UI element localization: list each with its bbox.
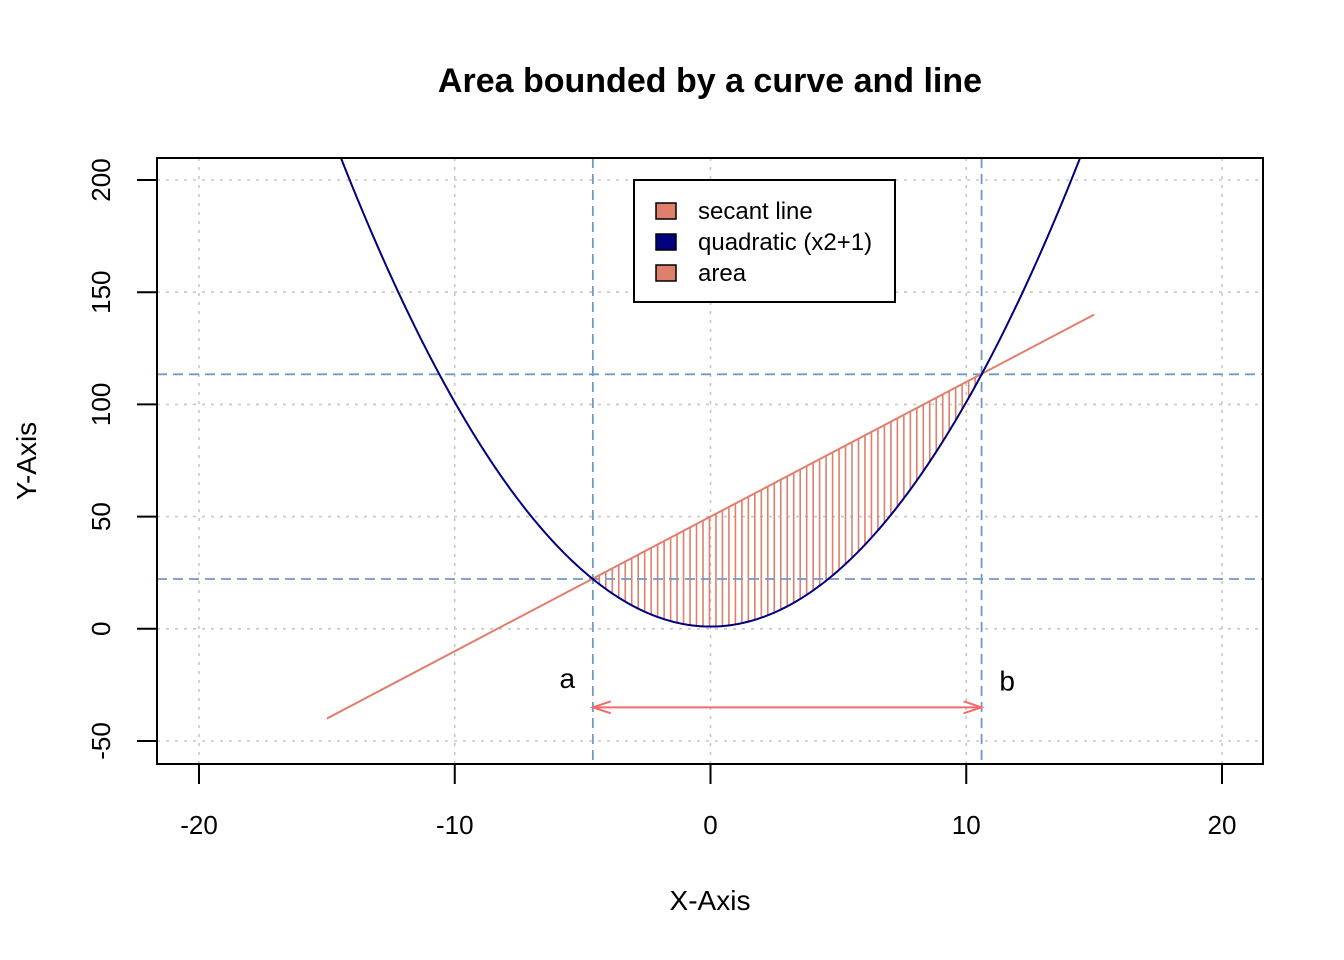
y-tick-label-3: 100	[86, 383, 116, 426]
x-tick-label-4: 20	[1208, 810, 1237, 840]
annotation-b: b	[999, 665, 1015, 696]
axes: -20 -10 0 10 20 -50 0 50 100 150 200	[86, 158, 1236, 840]
legend-swatch-1	[655, 233, 677, 251]
range-arrow	[589, 700, 985, 715]
y-tick-label-2: 50	[86, 502, 116, 531]
legend-box	[633, 179, 896, 303]
x-tick-label-3: 10	[952, 810, 981, 840]
y-tick-label-0: -50	[86, 722, 116, 760]
legend-swatch-0	[655, 202, 677, 220]
x-axis-label: X-Axis	[670, 885, 751, 916]
legend-label-1: quadratic (x2+1)	[698, 229, 872, 256]
quadratic-curve	[339, 158, 1082, 628]
x-tick-label-2: 0	[703, 810, 717, 840]
annotation-a: a	[559, 663, 575, 694]
legend: secant line quadratic (x2+1) area	[633, 179, 896, 303]
reference-lines	[157, 158, 1263, 764]
y-tick-label-4: 150	[86, 271, 116, 314]
x-tick-label-0: -20	[180, 810, 218, 840]
arrow-head-right	[963, 700, 985, 715]
y-axis-label: Y-Axis	[11, 422, 42, 500]
y-tick-label-5: 200	[86, 158, 116, 201]
legend-swatch-2	[655, 264, 677, 282]
secant-line	[326, 313, 1095, 720]
arrow-head-left	[589, 700, 612, 715]
legend-label-0: secant line	[698, 198, 813, 225]
series	[326, 158, 1095, 720]
area-hatch	[592, 373, 983, 627]
x-tick-label-1: -10	[436, 810, 474, 840]
legend-label-2: area	[698, 260, 747, 287]
y-tick-label-1: 0	[86, 622, 116, 636]
chart-title: Area bounded by a curve and line	[438, 62, 982, 100]
